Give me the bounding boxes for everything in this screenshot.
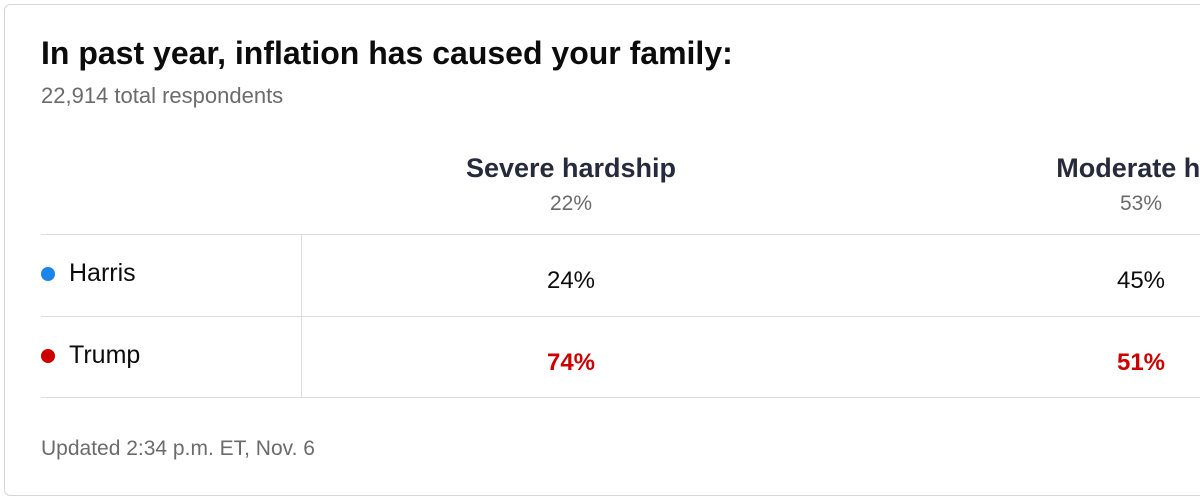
row-divider (41, 316, 1200, 317)
header-divider (41, 234, 1200, 235)
column-name: Moderate har (1056, 153, 1200, 183)
candidate-name: Harris (69, 259, 136, 287)
exit-poll-card: In past year, inflation has caused your … (4, 4, 1200, 496)
column-share: 22% (549, 192, 593, 215)
row-label-harris: Harris (41, 259, 136, 288)
column-header-moderate-hardship: Moderate har 53% (941, 153, 1200, 216)
harris-dot-icon (41, 266, 55, 281)
candidate-name: Trump (69, 341, 141, 369)
trump-severe-value: 74% (546, 349, 596, 376)
table-bottom-divider (41, 397, 1200, 398)
trump-moderate-value: 51% (1116, 349, 1166, 376)
row-label-trump: Trump (41, 341, 140, 370)
poll-question-title: In past year, inflation has caused your … (41, 35, 733, 71)
respondent-count: 22,914 total respondents (41, 83, 284, 108)
harris-moderate-value: 45% (1116, 267, 1166, 294)
column-share: 53% (1119, 192, 1163, 215)
column-name: Severe hardship (465, 153, 677, 183)
column-header-severe-hardship: Severe hardship 22% (371, 153, 771, 216)
updated-timestamp: Updated 2:34 p.m. ET, Nov. 6 (41, 437, 315, 460)
trump-dot-icon (41, 348, 55, 363)
harris-severe-value: 24% (546, 267, 596, 294)
label-column-divider (301, 235, 302, 398)
